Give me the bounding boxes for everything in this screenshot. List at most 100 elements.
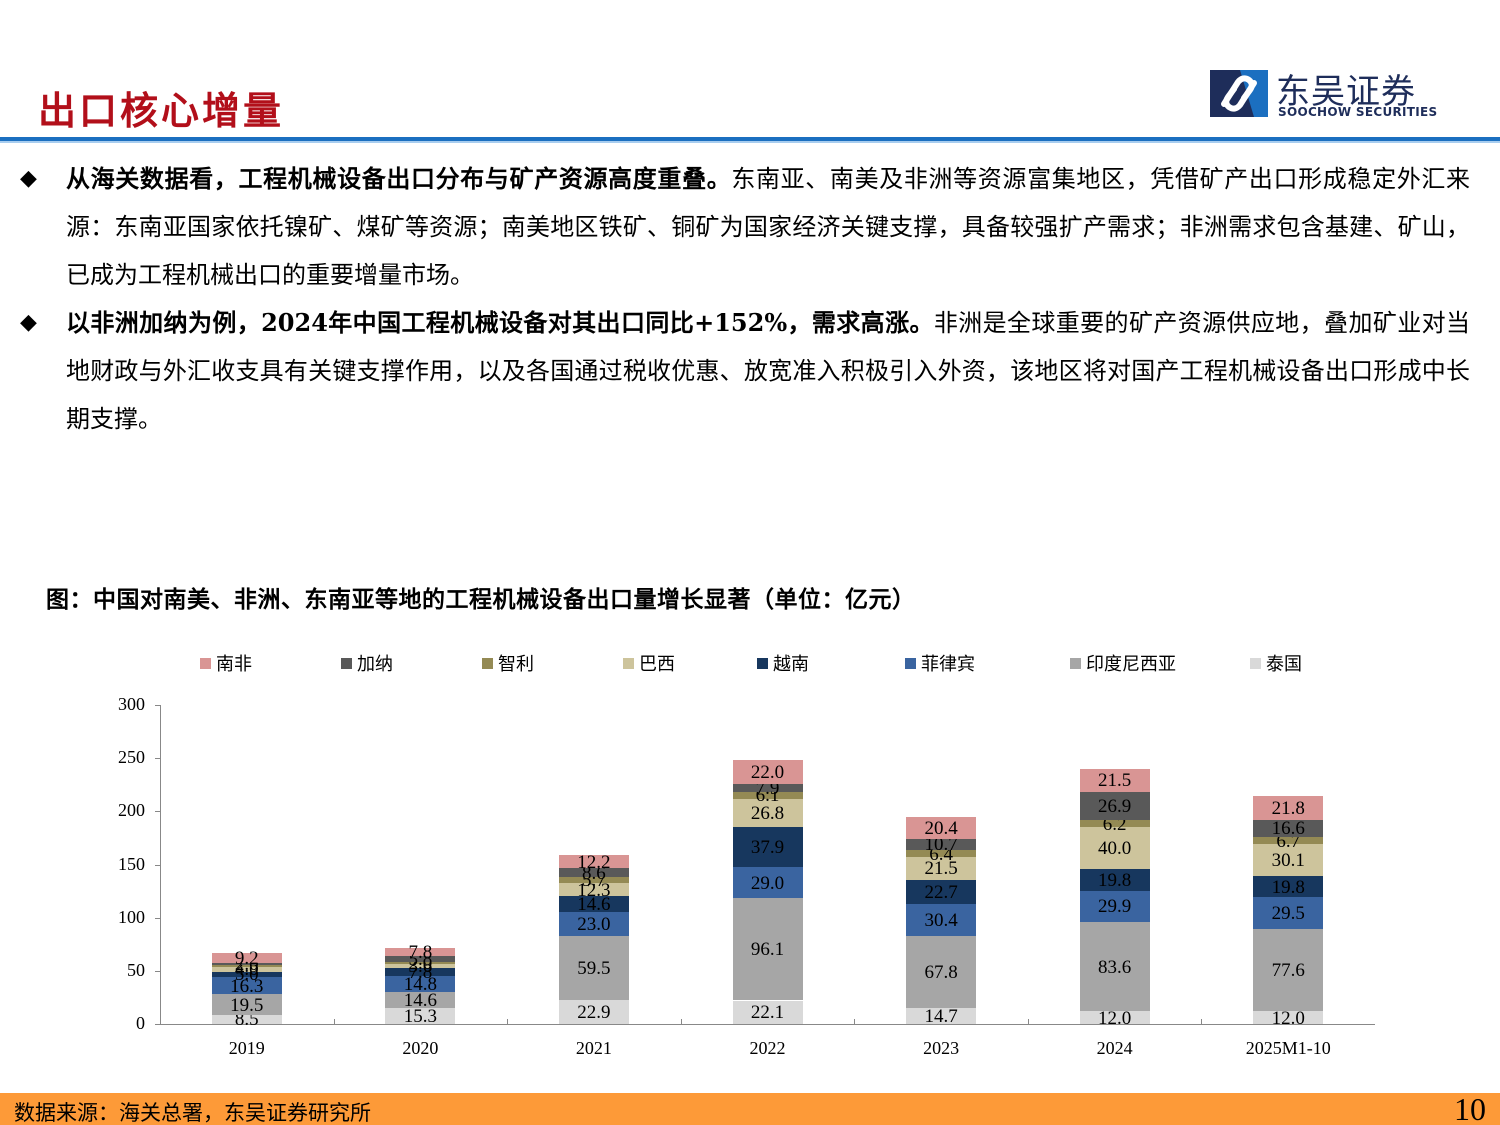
legend-item: 印度尼西亚 [1070,650,1176,676]
legend-label: 加纳 [357,654,393,675]
y-tick-label: 250 [118,747,145,768]
legend-swatch-icon [1070,657,1081,669]
bar-segment [1079,768,1150,792]
data-label: 9.2 [234,947,259,969]
legend-item: 南非 [200,650,252,676]
bar-segment [211,976,282,995]
data-label: 40.0 [1098,838,1132,860]
legend-label: 菲律宾 [921,654,975,675]
x-tick-label: 2025M1-10 [1245,1038,1331,1058]
bar-segment [385,968,456,977]
data-label: 29.5 [1271,903,1305,925]
data-label: 16.6 [1271,818,1305,840]
x-tick-label: 2020 [402,1038,439,1058]
data-label: 30.4 [924,910,958,932]
y-tick [155,705,160,706]
page-title: 出口核心增量 [38,88,285,133]
legend-label: 巴西 [639,654,675,675]
bar-segment [1079,826,1150,870]
bar-segment [1253,928,1324,1012]
bar-segment [906,879,977,904]
bar-segment [1079,869,1150,891]
bar-segment [732,798,803,828]
data-label: 12.0 [1271,1007,1305,1029]
legend-swatch-icon [757,657,768,669]
bar-segment [1253,1011,1324,1024]
legend-swatch-icon [1250,657,1261,669]
data-label: 83.6 [1098,956,1132,978]
x-tick-label: 2019 [228,1038,265,1058]
bar-segment [211,994,282,1015]
soochow-logo-icon [1210,70,1268,117]
bar-segment [906,903,977,937]
y-tick-label: 50 [127,959,145,980]
bar-segment [558,896,629,912]
bar-segment [1253,844,1324,877]
legend-swatch-icon [482,657,493,669]
bar-segment [906,817,977,839]
bar-segment [558,877,629,884]
bar-segment [211,967,282,972]
data-label: 67.8 [924,962,958,984]
y-tick [155,811,160,813]
bar-segment [558,936,629,1000]
x-tick [854,1019,856,1024]
bar-segment [906,850,977,857]
bar-segment [1079,820,1150,827]
legend-item: 加纳 [341,650,393,676]
data-label: 20.4 [924,817,958,839]
bar-segment [906,856,977,880]
bar-segment [732,783,803,793]
bar-segment [1253,796,1324,820]
x-axis [160,1024,1375,1025]
data-source: 数据来源：海关总署，东吴证券研究所 [14,1101,371,1125]
bar-segment [558,855,629,869]
bullet-item: ◆ 从海关数据看，工程机械设备出口分布与矿产资源高度重叠。东南亚、南美及非洲等资… [20,155,1470,299]
bar-segment [906,1008,977,1024]
data-label: 8.5 [234,1009,259,1031]
legend-item: 智利 [482,650,534,676]
stacked-bar-chart: 0 50 100 150 200 250 300 8.5 19.5 16.3 5.0 4.0 2.5 2.… [0,690,1500,1070]
data-label: 19.8 [1098,870,1132,892]
data-label: 29.9 [1098,896,1132,918]
y-axis [160,705,161,1024]
bullet-text: 东南亚、南美及非洲等资源富集地区，凭借矿产出口形成稳定外汇来源：东南亚国家依托镍… [66,165,1471,289]
bar-segment [732,827,803,868]
figure-caption: 图：中国对南美、非洲、东南亚等地的工程机械设备出口量增长显著（单位：亿元） [46,586,916,613]
bar-segment [558,883,629,897]
x-tick-label: 2021 [575,1038,612,1058]
x-tick [680,1019,682,1024]
data-label: 19.5 [230,994,264,1016]
data-label: 22.9 [577,1001,611,1023]
data-label: 16.3 [230,975,264,997]
y-tick [155,758,160,760]
data-label: 59.5 [577,958,611,979]
bullet-item: ◆ 以非洲加纳为例，2024年中国工程机械设备对其出口同比+152%，需求高涨。… [20,299,1470,443]
bar-segment [732,760,803,784]
legend-label: 智利 [498,654,534,675]
data-label: 12.3 [577,879,611,901]
bar-segment [385,1007,456,1024]
data-label: 29.0 [750,872,785,894]
bar-segment [385,992,456,1008]
x-tick [507,1019,509,1024]
x-tick-label: 2022 [749,1038,786,1058]
y-tick-label: 100 [118,906,145,927]
bullet-text: 非洲是全球重要的矿产资源供应地，叠加矿业对当地财政与外汇收支具有关键支撑作用，以… [66,309,1470,433]
x-tick [1201,1019,1203,1024]
data-label: 14.6 [403,989,437,1011]
y-tick [155,1024,160,1025]
bar-segment [1079,922,1150,1012]
data-label: 26.9 [1098,796,1132,818]
bar-segment [385,976,456,993]
data-label: 12.2 [577,851,611,873]
title-divider [0,137,1500,143]
data-label: 7.8 [408,941,433,963]
bar-segment [211,1014,282,1024]
data-label: 14.8 [403,974,437,996]
logo-text-cn: 东吴证券 [1276,72,1416,112]
legend-item: 巴西 [623,650,675,676]
data-label: 14.7 [924,1006,958,1028]
footer-bar: 数据来源：海关总署，东吴证券研究所 10 [0,1091,1500,1125]
legend-item: 泰国 [1250,650,1302,676]
